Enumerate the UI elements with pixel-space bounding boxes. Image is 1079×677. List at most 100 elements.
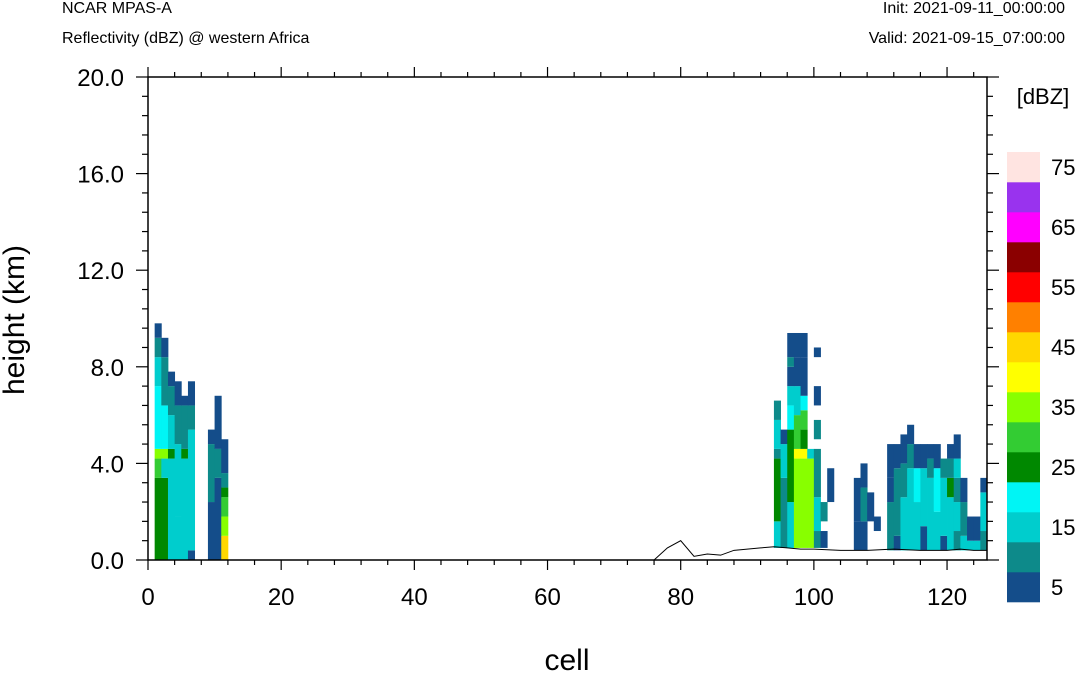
reflectivity-cell — [947, 497, 955, 551]
reflectivity-cell — [933, 511, 941, 551]
reflectivity-cell — [780, 429, 788, 445]
colorbar-box — [1007, 302, 1040, 333]
valid-time: Valid: 2021-09-15_07:00:00 — [868, 30, 1065, 47]
reflectivity-cell — [860, 521, 868, 551]
reflectivity-cell — [187, 381, 196, 406]
colorbar-label: 45 — [1051, 335, 1075, 360]
colorbar-box — [1007, 182, 1040, 213]
plot-frame — [147, 76, 988, 561]
reflectivity-cell — [827, 468, 835, 503]
colorbar-box — [1007, 242, 1040, 273]
reflectivity-cell — [980, 531, 988, 551]
reflectivity-cell — [973, 540, 981, 551]
y-tick-label: 4.0 — [91, 451, 124, 478]
y-tick-label: 8.0 — [91, 355, 124, 382]
reflectivity-cell — [947, 477, 955, 498]
reflectivity-cell — [167, 386, 176, 416]
reflectivity-cell — [793, 357, 801, 387]
reflectivity-cell — [174, 381, 182, 406]
reflectivity-cell — [920, 444, 928, 469]
reflectivity-cell — [813, 448, 821, 498]
reflectivity-cell — [793, 448, 801, 459]
reflectivity-cell — [967, 540, 975, 551]
reflectivity-cell — [161, 477, 169, 560]
reflectivity-cell — [207, 444, 215, 503]
reflectivity-cell — [820, 531, 828, 548]
reflectivity-cell — [154, 323, 162, 338]
x-tick-label: 60 — [534, 584, 561, 611]
reflectivity-cell — [787, 366, 795, 387]
reflectivity-cell — [953, 458, 961, 478]
reflectivity-cell — [154, 448, 162, 459]
x-tick-label: 20 — [268, 584, 295, 611]
reflectivity-cell — [980, 492, 988, 532]
reflectivity-cell — [813, 386, 821, 406]
reflectivity-cell — [813, 419, 821, 440]
reflectivity-cell — [960, 535, 968, 551]
reflectivity-cell — [154, 386, 162, 449]
y-tick-label: 12.0 — [77, 258, 124, 285]
reflectivity-cell — [207, 502, 215, 560]
reflectivity-cell — [787, 332, 795, 358]
reflectivity-cell — [221, 516, 229, 536]
colorbar-box — [1007, 332, 1040, 363]
reflectivity-cell — [800, 410, 808, 430]
reflectivity-cell — [787, 429, 795, 503]
colorbar-label: 25 — [1051, 455, 1075, 480]
reflectivity-cell — [887, 502, 895, 551]
reflectivity-cell — [920, 526, 928, 551]
reflectivity-cell — [953, 477, 961, 503]
colorbar-box — [1007, 542, 1040, 573]
field-title: Reflectivity (dBZ) @ western Africa — [62, 30, 310, 47]
reflectivity-cell — [907, 468, 915, 551]
reflectivity-cell — [953, 502, 961, 532]
reflectivity-cell — [947, 458, 955, 478]
reflectivity-cell — [187, 429, 196, 551]
init-time: Init: 2021-09-11_00:00:00 — [882, 0, 1065, 17]
reflectivity-cell — [221, 535, 229, 560]
reflectivity-cell — [187, 550, 196, 560]
colorbar-label: 65 — [1051, 215, 1075, 240]
reflectivity-cell — [807, 448, 815, 459]
x-tick-label: 80 — [667, 584, 694, 611]
reflectivity-cell — [913, 502, 921, 551]
terrain-layer — [148, 540, 987, 561]
reflectivity-cells — [154, 323, 988, 560]
reflectivity-cell — [900, 497, 908, 551]
reflectivity-cell — [900, 434, 908, 464]
colorbar-box — [1007, 512, 1040, 543]
reflectivity-cell — [900, 463, 908, 498]
x-tick-label: 40 — [401, 584, 428, 611]
reflectivity-cell — [913, 444, 921, 469]
reflectivity-cell — [780, 477, 788, 548]
reflectivity-cell — [161, 405, 169, 449]
reflectivity-cell — [907, 424, 915, 445]
reflectivity-cell — [893, 468, 901, 536]
x-tick-label: 100 — [794, 584, 834, 611]
reflectivity-cell — [800, 458, 808, 548]
reflectivity-cell — [980, 477, 988, 493]
reflectivity-cell — [167, 448, 176, 459]
plot-border — [147, 76, 988, 561]
colorbar-box — [1007, 452, 1040, 483]
reflectivity-cell — [161, 448, 169, 459]
reflectivity-cell — [933, 468, 941, 512]
reflectivity-cell — [933, 444, 941, 469]
reflectivity-cell — [780, 444, 788, 478]
reflectivity-cell — [793, 415, 801, 449]
reflectivity-cell — [174, 405, 182, 445]
reflectivity-cell — [967, 516, 975, 541]
y-tick-label: 20.0 — [77, 65, 124, 92]
reflectivity-cell — [773, 400, 781, 420]
x-axis-label: cell — [544, 644, 589, 677]
reflectivity-cell — [960, 502, 968, 536]
colorbar-box — [1007, 392, 1040, 423]
reflectivity-cell — [181, 405, 189, 449]
reflectivity-cell — [973, 516, 981, 541]
colorbar-box — [1007, 272, 1040, 303]
y-tick-label: 0.0 — [91, 548, 124, 575]
reflectivity-cell — [940, 535, 948, 551]
colorbar-box — [1007, 422, 1040, 453]
reflectivity-cell — [787, 357, 795, 367]
reflectivity-cell — [167, 371, 176, 387]
